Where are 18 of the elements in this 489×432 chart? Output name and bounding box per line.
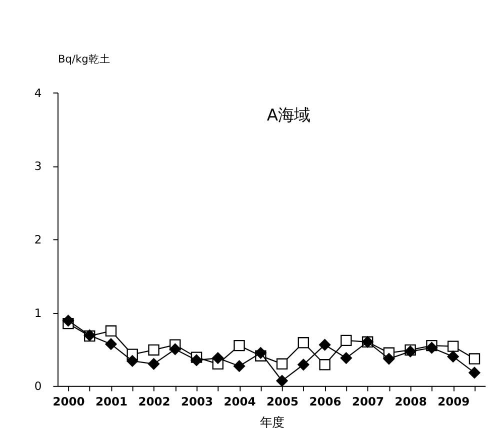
x-tick-label: 2001	[95, 394, 128, 409]
x-tick-label: 2008	[394, 394, 427, 409]
x-tick-label: 2000	[52, 394, 85, 409]
x-tick-label: 2009	[438, 394, 470, 409]
y-tick-label: 4	[34, 86, 42, 100]
y-tick-label: 2	[34, 232, 42, 247]
x-tick-label: 2002	[138, 394, 170, 409]
x-tick-label: 2007	[352, 394, 384, 409]
y-tick-label: 3	[34, 159, 42, 174]
y-axis-title: Bq/kg乾土	[58, 52, 110, 66]
x-tick-label: 2006	[309, 394, 342, 409]
x-tick-label: 2005	[266, 394, 299, 409]
y-tick-label: 0	[34, 379, 42, 394]
x-tick-label: 2004	[224, 394, 256, 409]
x-tick-label: 2003	[180, 394, 213, 409]
x-axis-title: 年度	[260, 414, 284, 430]
text: A海域	[266, 105, 310, 124]
y-tick-label: 1	[34, 306, 42, 320]
